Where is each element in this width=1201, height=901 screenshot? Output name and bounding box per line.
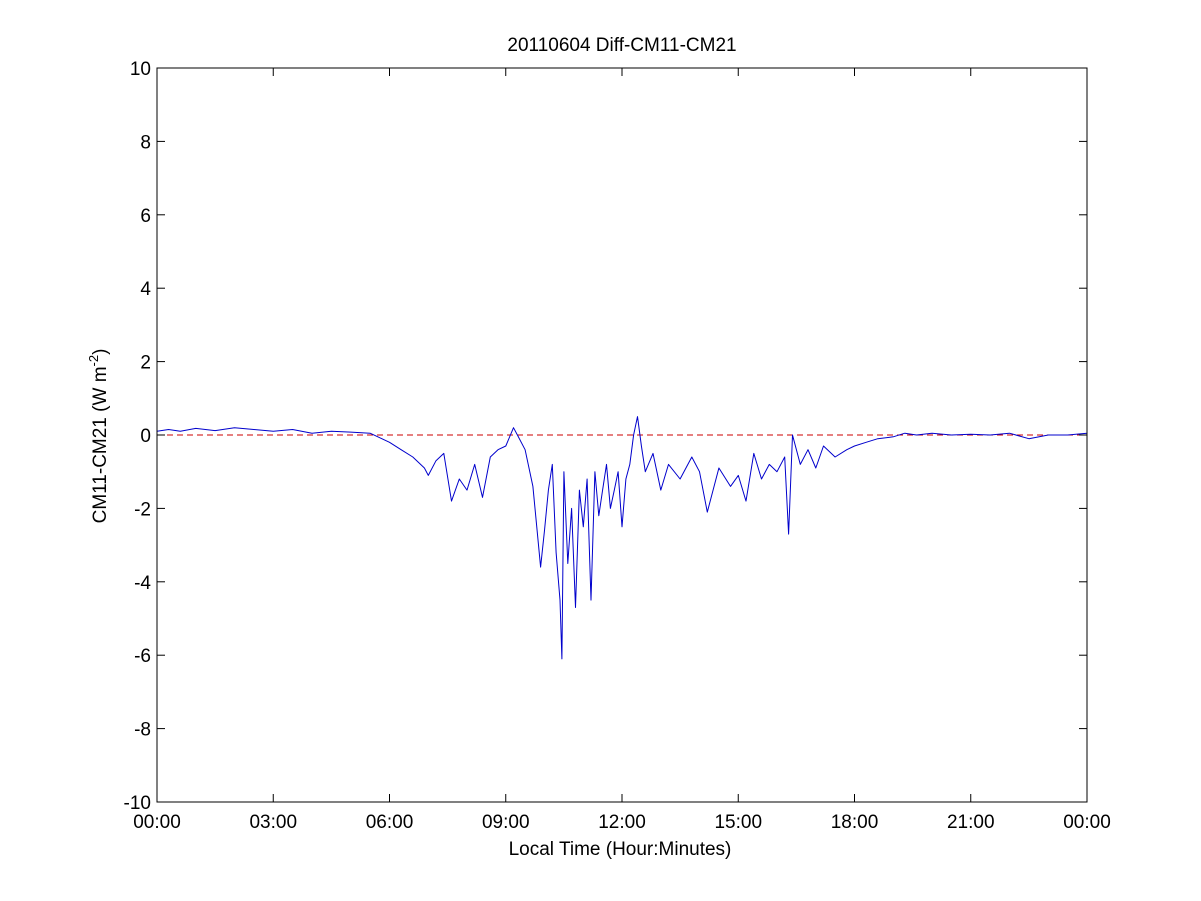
y-tick-label: 4: [140, 279, 151, 300]
x-tick-label: 12:00: [598, 812, 646, 833]
y-tick-label: -4: [134, 573, 151, 594]
y-tick-label: 0: [140, 426, 151, 447]
y-axis-title-main: CM11-CM21 (W m: [90, 366, 111, 523]
series-line-0: [156, 416, 1088, 660]
x-tick-label: 09:00: [482, 812, 530, 833]
y-tick-label: 10: [130, 59, 151, 80]
x-tick-label: 15:00: [714, 812, 762, 833]
plot-area: 00:00 03:00 06:00 09:00 12:00 15:00 18:00 21:00…: [124, 59, 1111, 833]
y-tick-label: -6: [134, 646, 151, 667]
y-tick-label: 2: [140, 353, 151, 374]
x-tick-label: 21:00: [947, 812, 995, 833]
y-tick-label: 8: [140, 132, 151, 153]
y-axis-title-close: ): [90, 349, 111, 355]
x-tick-label: 18:00: [831, 812, 879, 833]
chart-title: 20110604 Diff-CM11-CM21: [507, 35, 736, 56]
x-tick-label: 00:00: [133, 812, 181, 833]
x-tick-label: 06:00: [366, 812, 414, 833]
y-tick-label: -10: [124, 793, 151, 814]
y-axis-title: CM11-CM21 (W m-2): [86, 349, 111, 524]
x-axis-title: Local Time (Hour:Minutes): [509, 839, 732, 860]
x-tick-label: 00:00: [1063, 812, 1111, 833]
x-tick-label: 03:00: [249, 812, 297, 833]
y-tick-label: -8: [134, 720, 151, 741]
y-tick-label: 6: [140, 206, 151, 227]
y-tick-label: -2: [134, 499, 151, 520]
y-axis-title-superscript: -2: [86, 355, 101, 367]
